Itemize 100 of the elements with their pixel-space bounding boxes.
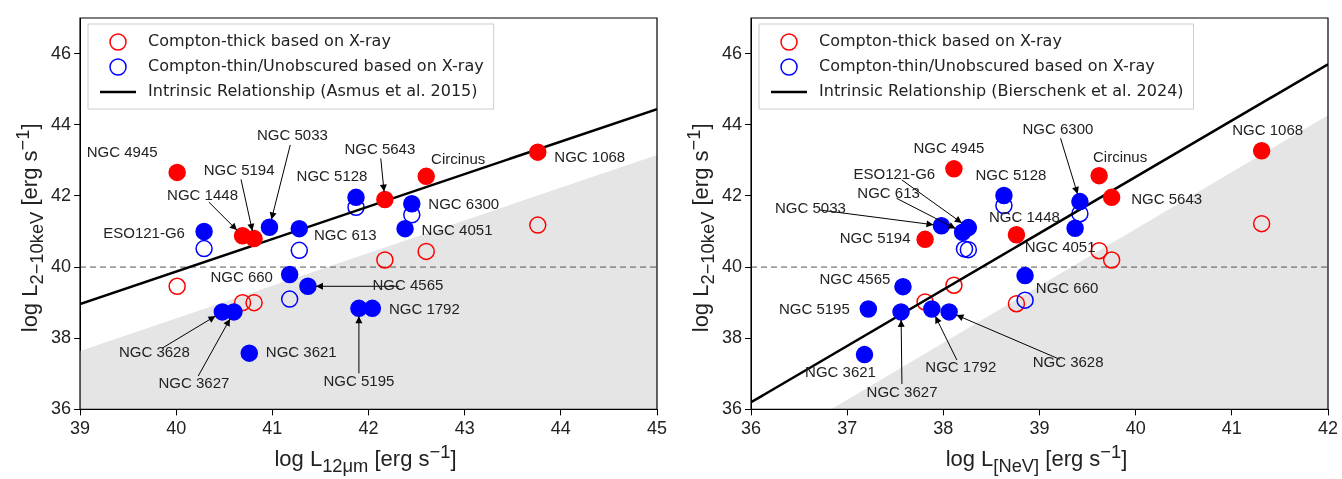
annotation: NGC 4945: [913, 139, 985, 157]
x-axis-title: log L$_{12μm}$ [erg s$^{−1}$]: [273, 441, 458, 477]
point: [280, 265, 299, 284]
point: [1071, 192, 1089, 211]
y-tick-label: 42: [50, 184, 72, 205]
y-tick-label: 40: [50, 256, 72, 277]
point: [953, 223, 972, 241]
annotation: NGC 5128: [296, 167, 368, 185]
x-tick-label: 43: [454, 418, 475, 439]
x-tick-label: 38: [933, 418, 954, 439]
point: [1066, 219, 1084, 238]
annotation: NGC 660: [1035, 278, 1099, 296]
point: [1102, 251, 1121, 269]
point: [195, 239, 213, 258]
x-tick-label: 37: [837, 418, 858, 439]
point: [894, 277, 912, 296]
annotation: NGC 5194: [203, 160, 275, 178]
point: [417, 242, 435, 261]
point: [260, 218, 279, 236]
point: [245, 293, 263, 312]
point: [376, 251, 394, 269]
point: [1102, 188, 1121, 207]
point: [940, 303, 958, 321]
x-tick-label: 45: [646, 418, 668, 439]
point: [417, 167, 435, 186]
annotation: NGC 1448: [988, 207, 1060, 225]
x-tick-label: 40: [1125, 418, 1146, 439]
annotation: NGC 5128: [975, 165, 1047, 183]
legend-label: Compton-thin/Unobscured based on X-ray: [819, 56, 1155, 76]
point: [1090, 166, 1108, 185]
x-tick-label: 36: [741, 418, 762, 439]
annotation: NGC 4051: [421, 220, 493, 238]
y-tick-label: 36: [50, 398, 72, 419]
annotation: NGC 1792: [925, 358, 997, 376]
annotation: Circinus: [1093, 147, 1148, 165]
annotation: NGC 3627: [158, 374, 230, 392]
point: [855, 345, 874, 364]
annotation: NGC 6300: [428, 194, 500, 212]
annotation: NGC 3627: [866, 383, 938, 401]
x-tick-label: 42: [358, 418, 379, 439]
point: [1252, 214, 1271, 233]
y-tick-label: 46: [50, 42, 72, 63]
point: [892, 303, 910, 321]
annotation: NGC 5195: [323, 372, 395, 390]
y-tick-label: 46: [721, 42, 743, 63]
annotation: NGC 4565: [819, 269, 891, 287]
annotation: NGC 4051: [1024, 238, 1096, 256]
x-axis-title: log L$_{[NeV]}$ [erg s$^{−1}$]: [944, 441, 1129, 477]
x-tick-label: 42: [1317, 418, 1339, 439]
annotation: ESO121-G6: [853, 164, 936, 182]
point: [959, 240, 978, 259]
point: [233, 293, 252, 312]
annotation: Circinus: [431, 150, 486, 168]
point: [396, 219, 414, 238]
legend-label: Compton-thin/Unobscured based on X-ray: [148, 56, 484, 76]
point: [376, 190, 394, 209]
y-tick-label: 44: [50, 113, 72, 134]
point: [1016, 291, 1034, 309]
annotation: ESO121-G6: [103, 223, 185, 241]
point: [955, 240, 974, 258]
point: [290, 241, 309, 260]
point: [1252, 141, 1271, 160]
point: [1007, 225, 1026, 244]
point: [945, 160, 963, 178]
point: [245, 229, 263, 248]
x-tick-label: 41: [1221, 418, 1242, 439]
annotation: NGC 1792: [388, 300, 460, 318]
point: [859, 300, 878, 318]
y-tick-label: 36: [721, 398, 743, 419]
x-tick-label: 44: [550, 418, 571, 439]
point: [290, 219, 309, 238]
x-tick-label: 39: [1029, 418, 1050, 439]
y-tick-label: 38: [50, 327, 72, 348]
annotation: NGC 5195: [778, 300, 850, 318]
annotation: NGC 6300: [1022, 119, 1094, 137]
annotation: NGC 4945: [86, 142, 158, 160]
annotation: NGC 5643: [1131, 190, 1203, 208]
point: [995, 186, 1013, 205]
point: [529, 143, 547, 161]
legend-label: Intrinsic Relationship (Bierschenk et al. 2024): [819, 81, 1184, 101]
point: [168, 163, 186, 182]
y-tick-label: 38: [721, 327, 743, 348]
point: [299, 277, 317, 296]
annotation: NGC 5033: [257, 126, 328, 144]
annotation: NGC 1068: [554, 148, 626, 166]
y-tick-label: 44: [721, 113, 743, 134]
legend-label: Intrinsic Relationship (Asmus et al. 2015): [148, 81, 478, 101]
point: [916, 230, 934, 249]
point: [195, 222, 213, 241]
point: [1007, 294, 1026, 313]
x-tick-label: 40: [166, 418, 187, 439]
point: [1016, 266, 1034, 285]
x-tick-label: 39: [70, 418, 91, 439]
annotation: NGC 1068: [1232, 120, 1304, 138]
annotation: NGC 1448: [167, 185, 238, 203]
annotation: NGC 5643: [344, 139, 416, 157]
annotation: NGC 5033: [774, 198, 846, 216]
x-tick-label: 41: [262, 418, 283, 439]
point: [363, 299, 382, 318]
annotation: NGC 613: [314, 225, 377, 243]
